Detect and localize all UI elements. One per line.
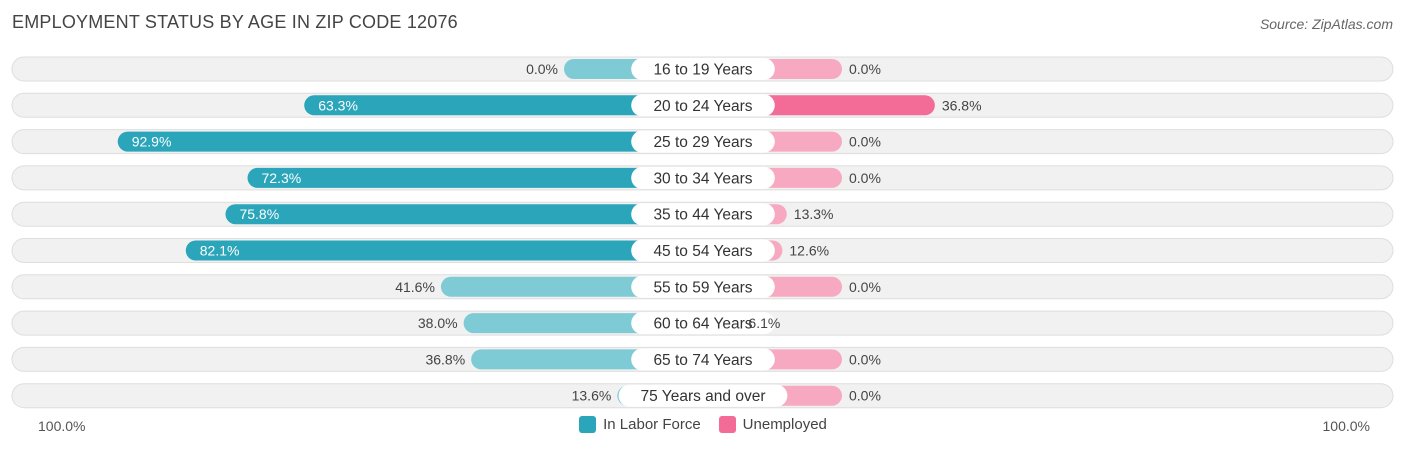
- unemployed-value-label: 0.0%: [849, 279, 881, 295]
- axis-left-label: 100.0%: [38, 418, 86, 434]
- category-label: 45 to 54 Years: [653, 243, 752, 260]
- legend: In Labor Force Unemployed: [0, 416, 1406, 433]
- category-label: 30 to 34 Years: [653, 170, 752, 187]
- legend-item-unemployed[interactable]: Unemployed: [718, 416, 827, 433]
- category-label: 75 Years and over: [641, 388, 766, 405]
- labor-value-label: 13.6%: [572, 388, 612, 404]
- category-label: 25 to 29 Years: [653, 134, 752, 151]
- labor-bar: [304, 95, 703, 116]
- category-label: 35 to 44 Years: [653, 207, 752, 224]
- category-pill: [631, 58, 775, 80]
- labor-value-label: 72.3%: [262, 170, 302, 186]
- unemployed-value-label: 0.0%: [849, 134, 881, 150]
- unemployed-value-label: 0.0%: [849, 61, 881, 77]
- legend-swatch-unemployed: [718, 416, 736, 433]
- labor-value-label: 82.1%: [200, 243, 240, 259]
- category-label: 55 to 59 Years: [653, 279, 752, 296]
- labor-bar: [225, 204, 703, 225]
- unemployed-value-label: 6.1%: [748, 315, 780, 331]
- labor-value-label: 38.0%: [418, 315, 458, 331]
- legend-label-labor: In Labor Force: [603, 416, 701, 433]
- category-pill: [631, 275, 775, 298]
- category-label: 20 to 24 Years: [653, 98, 752, 115]
- category-label: 65 to 74 Years: [653, 352, 752, 369]
- unemployed-value-label: 13.3%: [794, 206, 834, 222]
- labor-value-label: 75.8%: [239, 206, 279, 222]
- labor-bar: [247, 167, 703, 188]
- labor-value-label: 63.3%: [318, 97, 358, 113]
- labor-value-label: 0.0%: [526, 61, 558, 77]
- chart-title: EMPLOYMENT STATUS BY AGE IN ZIP CODE 120…: [12, 12, 458, 32]
- unemployed-value-label: 12.6%: [789, 243, 829, 259]
- category-pill: [631, 312, 775, 335]
- unemployed-value-label: 0.0%: [849, 351, 881, 367]
- labor-bar: [117, 131, 704, 152]
- category-label: 60 to 64 Years: [653, 316, 752, 333]
- unemployed-value-label: 0.0%: [849, 388, 881, 404]
- axis-right-label: 100.0%: [1322, 418, 1370, 434]
- legend-swatch-labor: [579, 416, 597, 433]
- legend-item-labor[interactable]: In Labor Force: [579, 416, 701, 433]
- labor-value-label: 41.6%: [395, 279, 435, 295]
- category-label: 16 to 19 Years: [653, 62, 752, 79]
- category-pill: [631, 94, 775, 117]
- source-label: Source: ZipAtlas.com: [1259, 16, 1393, 32]
- unemployed-value-label: 0.0%: [849, 170, 881, 186]
- labor-value-label: 92.9%: [132, 134, 172, 150]
- labor-bar: [185, 240, 703, 261]
- category-pill: [631, 166, 775, 189]
- unemployed-value-label: 36.8%: [942, 97, 982, 113]
- category-pill: [631, 203, 775, 226]
- category-pill: [631, 348, 775, 371]
- legend-label-unemployed: Unemployed: [742, 416, 827, 433]
- category-pill: [618, 384, 788, 407]
- category-pill: [631, 239, 775, 262]
- category-pill: [631, 130, 775, 153]
- labor-value-label: 36.8%: [425, 351, 465, 367]
